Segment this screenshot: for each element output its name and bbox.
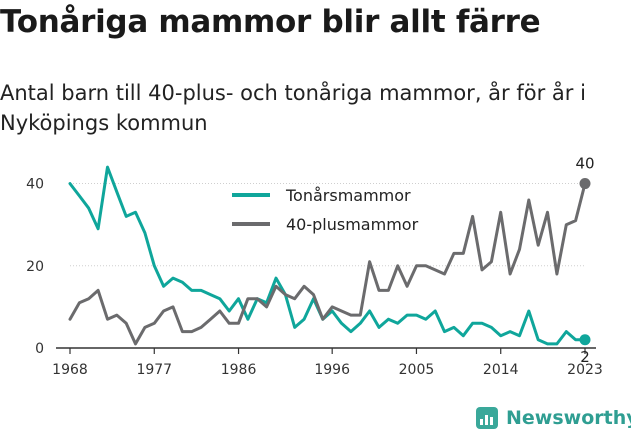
older-end-label: 40 xyxy=(575,155,594,173)
x-tick-label: 1968 xyxy=(52,362,88,378)
x-tick-label: 1996 xyxy=(314,362,350,378)
x-tick-label: 1977 xyxy=(136,362,172,378)
x-tick-label: 1986 xyxy=(221,362,257,378)
legend-label: 40-plusmammor xyxy=(286,215,419,234)
teen-end-point xyxy=(579,334,591,346)
y-tick-label: 0 xyxy=(35,341,44,357)
older-end-point xyxy=(579,178,591,190)
older-mothers-line xyxy=(68,182,587,346)
x-tick-label: 2005 xyxy=(399,362,435,378)
x-tick-label: 2023 xyxy=(567,362,603,378)
chart-subtitle: Antal barn till 40-plus- och tonåriga ma… xyxy=(0,81,586,135)
newsworthy-logo: Newsworthy xyxy=(476,407,631,429)
brand-name: Newsworthy xyxy=(506,407,631,429)
chart-title: Tonåriga mammor blir allt färre xyxy=(0,4,541,40)
teen-end-label: 2 xyxy=(580,348,590,366)
y-tick-label: 40 xyxy=(26,177,44,193)
y-tick-label: 20 xyxy=(26,259,44,275)
bar-chart-icon xyxy=(476,407,498,429)
x-tick-label: 2014 xyxy=(483,362,519,378)
legend-label: Tonårsmammor xyxy=(285,186,411,205)
